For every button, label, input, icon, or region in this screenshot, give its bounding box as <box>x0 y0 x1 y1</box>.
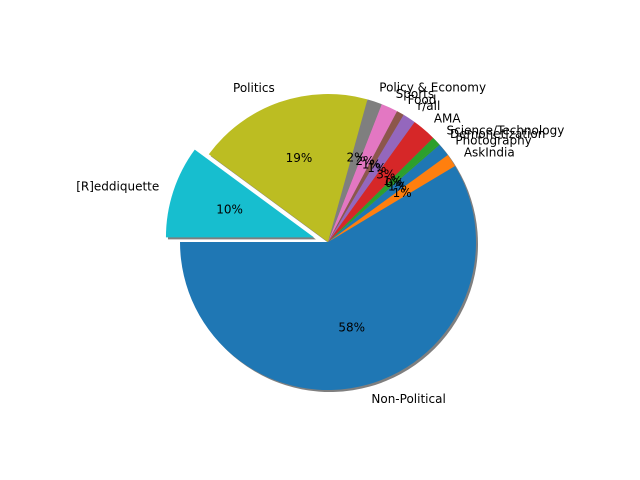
slice-policy-economy <box>328 99 382 242</box>
slice-label-askindia: AskIndia <box>464 145 515 159</box>
slice-label-photography: Photography <box>455 134 531 148</box>
slice-label-r-all: r/all <box>417 99 440 113</box>
slice-percent-r-eddiquette: 10% <box>216 203 243 217</box>
slice-percent-policy-economy: 2% <box>346 151 365 165</box>
slice-non-political <box>180 165 476 391</box>
slice-label-ama: AMA <box>434 111 462 125</box>
pie-slices <box>165 93 476 391</box>
slice-percent-non-political: 58% <box>338 321 365 335</box>
slice-percent-politics: 19% <box>286 151 313 165</box>
slice-percent-sports: 2% <box>355 154 374 168</box>
slice-ama <box>328 121 434 242</box>
slice-label-food: Food <box>408 93 437 107</box>
slice-label-non-political: Non-Political <box>371 392 445 406</box>
slice-askindia <box>328 155 455 242</box>
slice-label-demonetization: Demonetization <box>450 127 545 141</box>
slice-label-r-eddiquette: [R]eddiquette <box>76 180 159 194</box>
slice-label-policy-economy: Policy & Economy <box>379 80 486 94</box>
slice-percent-ama: 3% <box>376 168 395 182</box>
slice-r-eddiquette <box>165 149 314 238</box>
slice-percent-askindia: 1% <box>393 186 412 200</box>
slice-sports <box>328 104 398 242</box>
slice-r-all <box>328 114 415 242</box>
slice-percent-food: 1% <box>362 158 381 172</box>
slice-photography <box>328 144 448 242</box>
slice-percent-labels: 58%1%1%0%1%3%1%1%2%2%19%10% <box>216 151 411 335</box>
slice-demonetization <box>328 143 440 242</box>
slice-science-technology <box>328 137 439 242</box>
slice-label-politics: Politics <box>233 81 275 95</box>
slice-labels: Non-Political AskIndiaPhotographyDemoneti… <box>76 80 564 405</box>
slice-percent-science-technology: 1% <box>383 174 402 188</box>
slice-label-science-technology: Science/Technology <box>447 123 565 137</box>
slice-food <box>328 111 404 242</box>
slice-label-sports: Sports <box>396 87 434 101</box>
slice-politics <box>208 93 368 242</box>
slice-percent-photography: 1% <box>388 180 407 194</box>
slice-percent-demonetization: 0% <box>385 176 404 190</box>
slice-percent-r-all: 1% <box>367 161 386 175</box>
